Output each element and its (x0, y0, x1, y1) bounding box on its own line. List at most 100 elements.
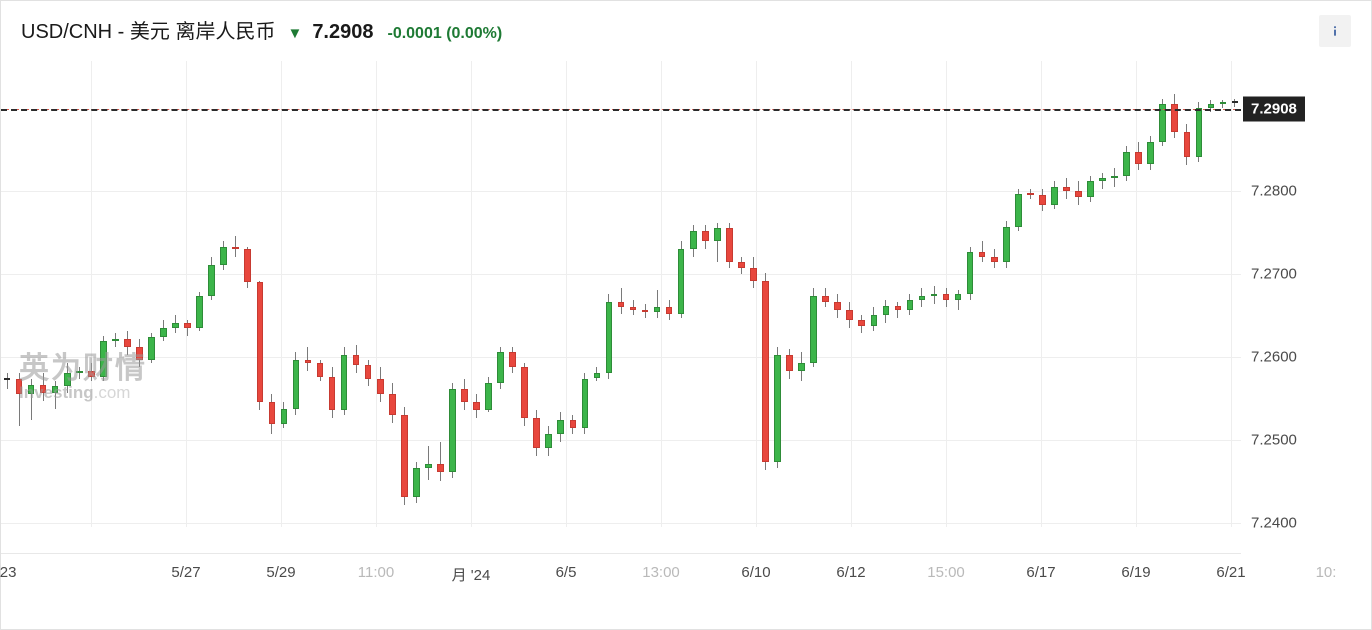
candle-body[interactable] (1003, 227, 1010, 263)
candle-body[interactable] (666, 307, 673, 313)
candle-body[interactable] (208, 265, 215, 297)
candle-body[interactable] (678, 249, 685, 314)
candle-body[interactable] (112, 339, 119, 341)
candle-body[interactable] (762, 281, 769, 463)
candle-body[interactable] (846, 310, 853, 320)
candle-body[interactable] (618, 302, 625, 308)
candle-body[interactable] (88, 371, 95, 377)
candle-body[interactable] (834, 302, 841, 310)
candle-body[interactable] (533, 418, 540, 448)
candle-body[interactable] (160, 328, 167, 337)
candle-body[interactable] (425, 464, 432, 468)
candle-body[interactable] (1087, 181, 1094, 197)
candle-body[interactable] (244, 249, 251, 282)
candle-body[interactable] (630, 307, 637, 309)
candle-body[interactable] (1015, 194, 1022, 227)
candle-body[interactable] (401, 415, 408, 497)
candle-body[interactable] (172, 323, 179, 328)
candle-body[interactable] (582, 379, 589, 429)
candle-body[interactable] (293, 360, 300, 409)
candle-body[interactable] (509, 352, 516, 368)
candle-body[interactable] (943, 294, 950, 300)
candle-body[interactable] (449, 389, 456, 472)
candle-body[interactable] (76, 371, 83, 373)
candle-body[interactable] (750, 268, 757, 281)
candle-body[interactable] (485, 383, 492, 410)
candle-body[interactable] (100, 341, 107, 377)
candle-body[interactable] (1208, 104, 1215, 108)
candle-body[interactable] (1075, 191, 1082, 197)
candle-body[interactable] (907, 300, 914, 310)
candle-body[interactable] (1196, 108, 1203, 157)
candle-body[interactable] (329, 377, 336, 410)
candle-body[interactable] (654, 307, 661, 312)
candle-body[interactable] (413, 468, 420, 497)
candle-body[interactable] (389, 394, 396, 415)
candle-body[interactable] (545, 434, 552, 448)
candle-body[interactable] (365, 365, 372, 378)
candle-body[interactable] (991, 257, 998, 263)
candle-body[interactable] (798, 363, 805, 371)
candle-body[interactable] (979, 252, 986, 257)
candle-body[interactable] (1135, 152, 1142, 164)
candle-body[interactable] (714, 228, 721, 241)
candle-body[interactable] (822, 296, 829, 302)
candle-body[interactable] (1099, 178, 1106, 181)
candle-body[interactable] (570, 420, 577, 428)
candle-body[interactable] (257, 282, 264, 402)
candle-body[interactable] (810, 296, 817, 362)
candle-body[interactable] (377, 379, 384, 395)
candle-body[interactable] (184, 323, 191, 328)
candle-body[interactable] (606, 302, 613, 373)
candle-body[interactable] (883, 306, 890, 315)
candle-body[interactable] (690, 231, 697, 249)
candle-body[interactable] (1232, 101, 1239, 103)
candle-body[interactable] (473, 402, 480, 410)
candlestick-plot-area[interactable]: 英为财情 Investing.com (1, 61, 1241, 553)
candle-body[interactable] (136, 347, 143, 360)
info-button[interactable] (1319, 15, 1351, 47)
candle-body[interactable] (196, 296, 203, 328)
candle-body[interactable] (931, 294, 938, 296)
candle-body[interactable] (871, 315, 878, 325)
candle-body[interactable] (1063, 187, 1070, 191)
candle-body[interactable] (1220, 102, 1227, 104)
candle-body[interactable] (738, 262, 745, 268)
candle-body[interactable] (64, 373, 71, 386)
candle-body[interactable] (353, 355, 360, 365)
candle-body[interactable] (148, 337, 155, 359)
candle-body[interactable] (1027, 193, 1034, 195)
candle-body[interactable] (642, 310, 649, 312)
candle-body[interactable] (858, 320, 865, 326)
candle-body[interactable] (437, 464, 444, 472)
candle-body[interactable] (281, 409, 288, 425)
candle-body[interactable] (1184, 132, 1191, 157)
candle-body[interactable] (232, 247, 239, 249)
candle-body[interactable] (895, 306, 902, 310)
candle-body[interactable] (124, 339, 131, 347)
candle-body[interactable] (269, 402, 276, 424)
candle-body[interactable] (220, 247, 227, 265)
candle-body[interactable] (1051, 187, 1058, 204)
candle-body[interactable] (521, 367, 528, 418)
candle-body[interactable] (774, 355, 781, 462)
candle-body[interactable] (497, 352, 504, 384)
candle-body[interactable] (702, 231, 709, 241)
candle-body[interactable] (4, 378, 11, 380)
candle-body[interactable] (305, 360, 312, 363)
candle-body[interactable] (52, 386, 59, 392)
candle-body[interactable] (341, 355, 348, 410)
candle-body[interactable] (461, 389, 468, 402)
candle-body[interactable] (1111, 176, 1118, 178)
candle-body[interactable] (557, 420, 564, 433)
candle-body[interactable] (919, 296, 926, 299)
candle-body[interactable] (1123, 152, 1130, 176)
candle-body[interactable] (40, 385, 47, 393)
candle-body[interactable] (1147, 142, 1154, 164)
candle-body[interactable] (28, 385, 35, 394)
candle-body[interactable] (955, 294, 962, 300)
candle-body[interactable] (967, 252, 974, 294)
candle-body[interactable] (16, 379, 23, 395)
candle-body[interactable] (594, 373, 601, 379)
candle-body[interactable] (317, 363, 324, 377)
